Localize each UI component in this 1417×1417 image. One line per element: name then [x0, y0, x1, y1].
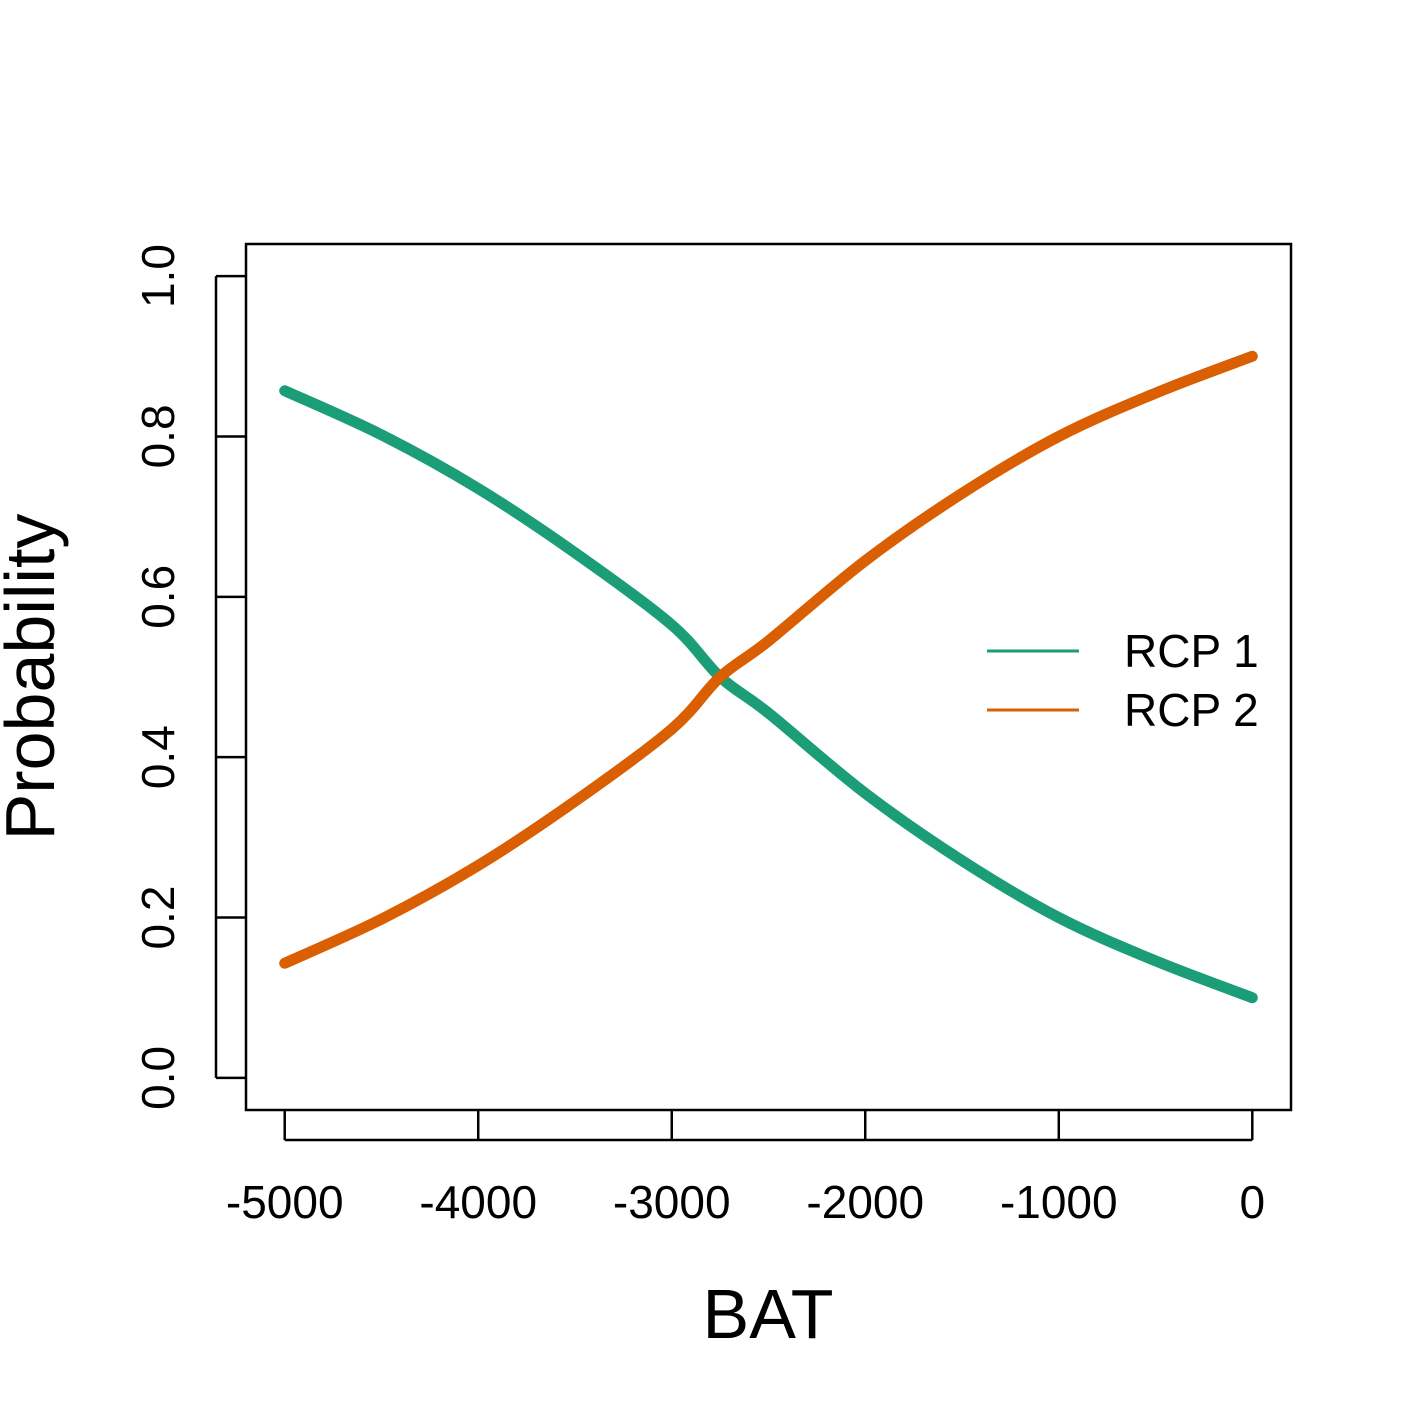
- y-tick-label: 1.0: [132, 244, 184, 308]
- x-tick-label: -4000: [419, 1176, 537, 1228]
- x-tick-label: 0: [1239, 1176, 1265, 1228]
- y-tick-label: 0.4: [132, 725, 184, 789]
- legend-label: RCP 2: [1124, 684, 1259, 736]
- x-tick-label: -1000: [1000, 1176, 1118, 1228]
- x-tick-label: -2000: [806, 1176, 924, 1228]
- y-axis-label: Probability: [0, 514, 69, 841]
- y-axis: 0.0 0.2 0.4 0.6 0.8 1.0: [132, 244, 246, 1110]
- series-line-2: [279, 350, 1258, 969]
- plot-frame: [244, 242, 1293, 1112]
- y-tick-label: 0.6: [132, 565, 184, 629]
- y-tick-label: 0.0: [132, 1046, 184, 1110]
- legend: RCP 1 RCP 2: [987, 625, 1259, 736]
- x-tick-label: -5000: [226, 1176, 344, 1228]
- legend-label: RCP 1: [1124, 625, 1259, 677]
- x-axis-label: BAT: [703, 1275, 834, 1353]
- series-layer: [279, 350, 1258, 1004]
- y-tick-label: 0.2: [132, 886, 184, 950]
- x-tick-label: -3000: [613, 1176, 731, 1228]
- x-axis: -5000 -4000 -3000 -2000 -1000 0: [226, 1110, 1265, 1228]
- y-tick-label: 0.8: [132, 404, 184, 468]
- series-line-1: [279, 385, 1258, 1004]
